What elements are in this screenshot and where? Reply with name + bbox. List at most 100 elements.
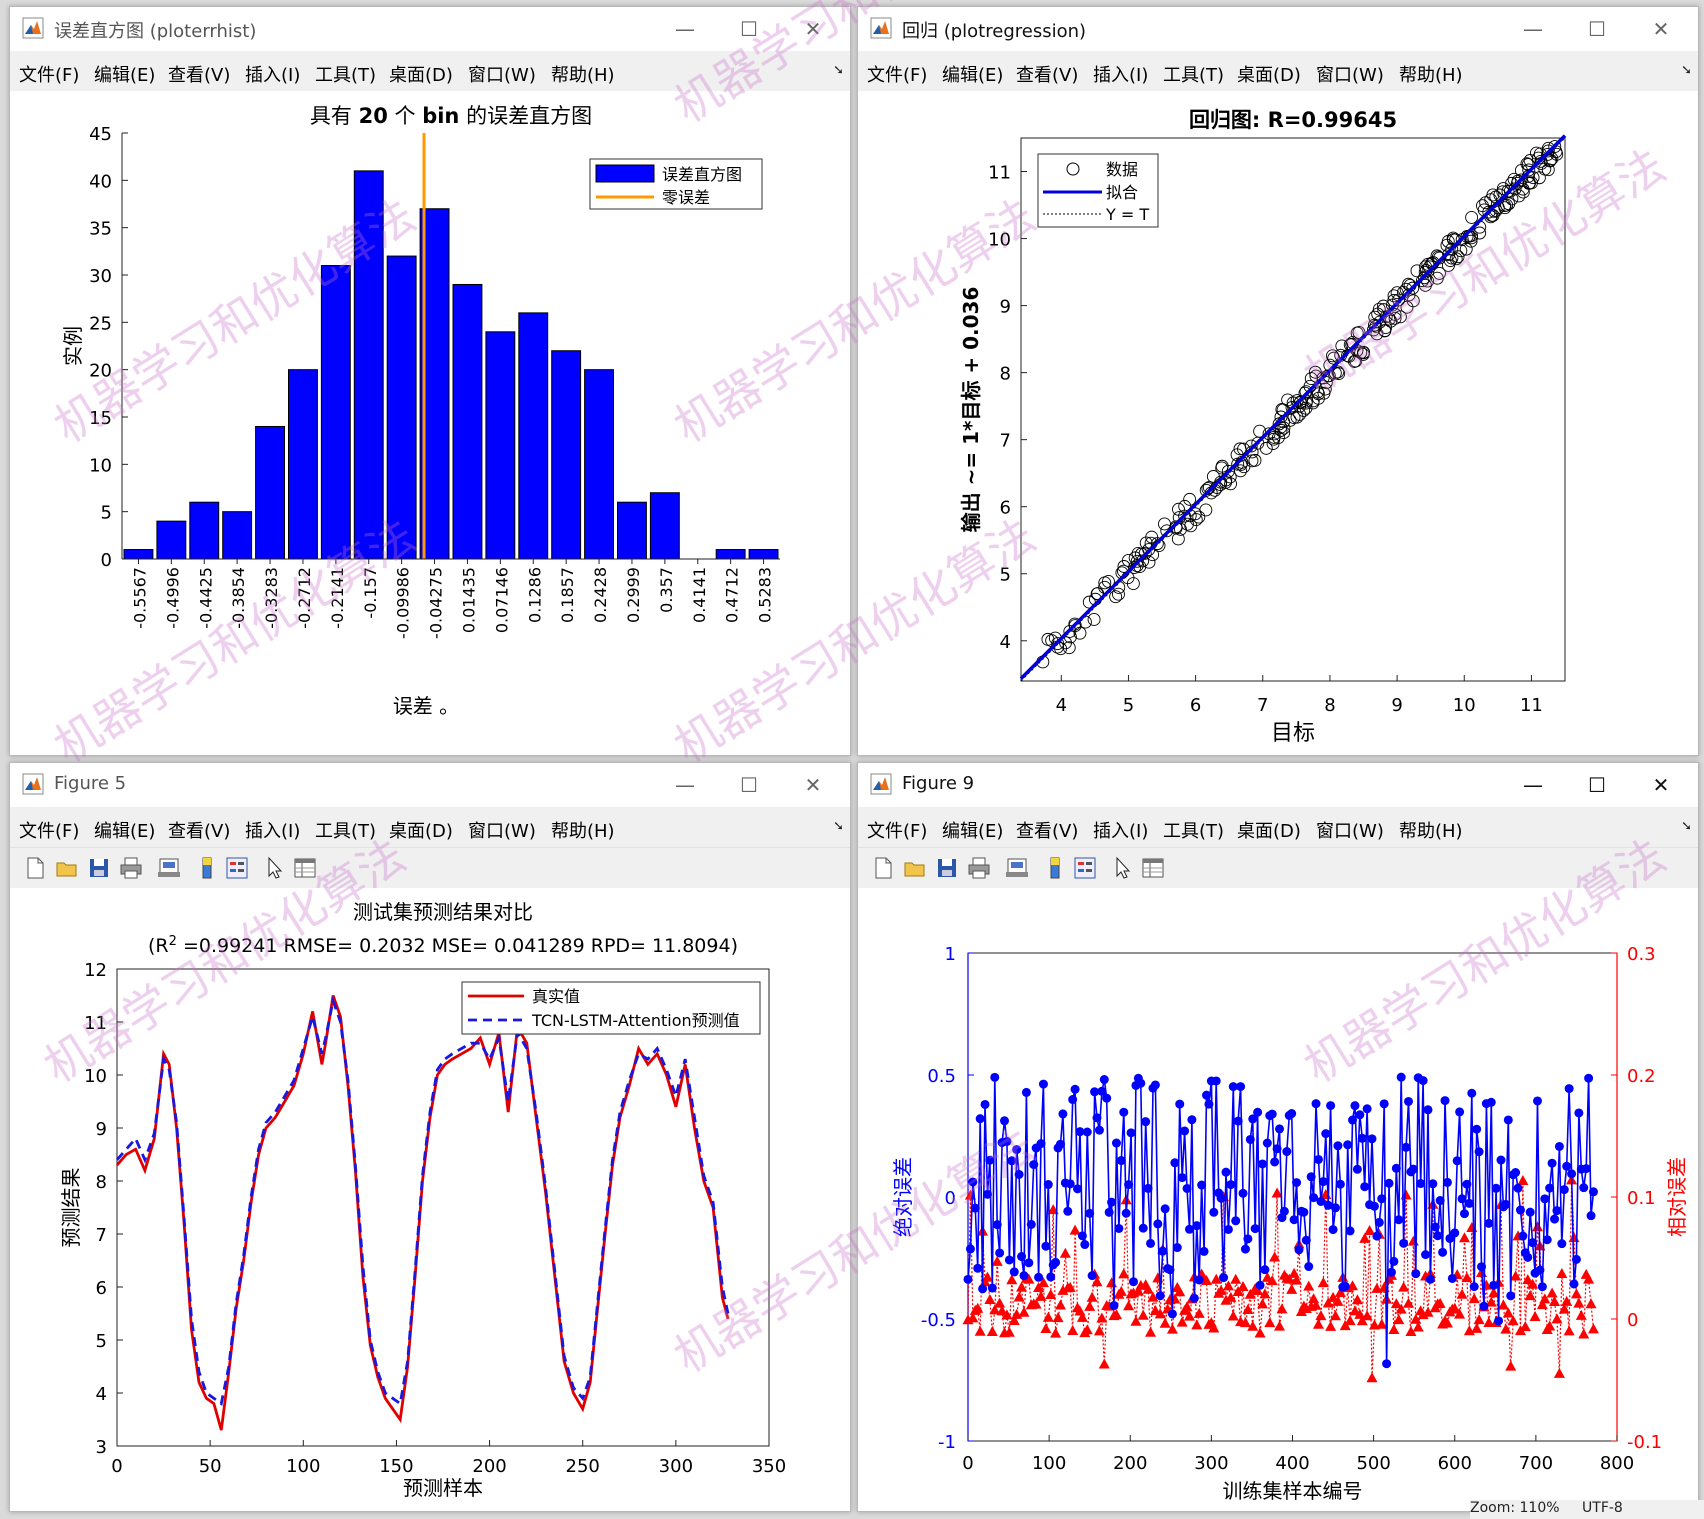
close-button[interactable]: ✕ <box>1652 773 1670 797</box>
menu-edit[interactable]: 编辑(E) <box>94 821 156 842</box>
relative-error-marker <box>1347 1280 1359 1291</box>
colorbar-icon[interactable] <box>1042 855 1068 881</box>
titlebar[interactable]: Figure 9 — ☐ ✕ <box>858 763 1698 807</box>
minimize-button[interactable]: — <box>675 773 695 797</box>
menu-tools[interactable]: 工具(T) <box>1163 65 1225 86</box>
left-y-tick-label: 0 <box>945 1188 956 1209</box>
menu-edit[interactable]: 编辑(E) <box>94 65 156 86</box>
dock-arrow-icon[interactable]: ➘ <box>833 819 844 834</box>
legend-icon[interactable] <box>224 855 250 881</box>
new-file-icon[interactable] <box>870 855 896 881</box>
menu-window[interactable]: 窗口(W) <box>468 65 536 86</box>
menu-window[interactable]: 窗口(W) <box>1316 65 1384 86</box>
menu-view[interactable]: 查看(V) <box>1016 821 1079 842</box>
open-folder-icon[interactable] <box>902 855 928 881</box>
minimize-button[interactable]: — <box>1523 17 1543 41</box>
absolute-error-marker <box>1287 1109 1297 1119</box>
pointer-icon[interactable] <box>262 855 288 881</box>
titlebar[interactable]: 误差直方图 (ploterrhist) — ☐ ✕ <box>10 7 850 51</box>
property-inspector-icon[interactable] <box>292 855 318 881</box>
menu-desktop[interactable]: 桌面(D) <box>389 821 453 842</box>
menu-desktop[interactable]: 桌面(D) <box>1237 821 1301 842</box>
y-tick-label: 40 <box>89 171 112 192</box>
menu-tools[interactable]: 工具(T) <box>1163 821 1225 842</box>
maximize-button[interactable]: ☐ <box>740 17 758 41</box>
absolute-error-marker <box>1564 1084 1574 1094</box>
window-figure-5[interactable]: Figure 5 — ☐ ✕ 文件(F) 编辑(E) 查看(V) 插入(I) 工… <box>9 762 851 1512</box>
dock-arrow-icon[interactable]: ➘ <box>833 63 844 78</box>
menu-desktop[interactable]: 桌面(D) <box>389 65 453 86</box>
menu-edit[interactable]: 编辑(E) <box>942 65 1004 86</box>
titlebar[interactable]: 回归 (plotregression) — ☐ ✕ <box>858 7 1698 51</box>
menu-file[interactable]: 文件(F) <box>19 821 80 842</box>
relative-error-marker <box>1395 1303 1407 1314</box>
close-button[interactable]: ✕ <box>804 17 822 41</box>
window-error-histogram[interactable]: 误差直方图 (ploterrhist) — ☐ ✕ 文件(F) 编辑(E) 查看… <box>9 6 851 756</box>
relative-error-marker <box>1118 1268 1130 1279</box>
x-tick-label: -0.2712 <box>295 567 314 629</box>
legend-icon[interactable] <box>1072 855 1098 881</box>
menu-file[interactable]: 文件(F) <box>867 821 928 842</box>
print-icon[interactable] <box>966 855 992 881</box>
menu-file[interactable]: 文件(F) <box>19 65 80 86</box>
minimize-button[interactable]: — <box>675 17 695 41</box>
dock-arrow-icon[interactable]: ➘ <box>1681 63 1692 78</box>
absolute-error-marker <box>1262 1138 1272 1148</box>
maximize-button[interactable]: ☐ <box>1588 773 1606 797</box>
property-inspector-icon[interactable] <box>1140 855 1166 881</box>
dock-arrow-icon[interactable]: ➘ <box>1681 819 1692 834</box>
menu-edit[interactable]: 编辑(E) <box>942 821 1004 842</box>
print-icon[interactable] <box>118 855 144 881</box>
relative-error-marker <box>1110 1309 1122 1320</box>
relative-error-marker <box>1244 1288 1256 1299</box>
save-icon[interactable] <box>86 855 112 881</box>
print-preview-icon[interactable] <box>1004 855 1030 881</box>
menu-help[interactable]: 帮助(H) <box>1399 821 1463 842</box>
absolute-error-marker <box>1416 1179 1426 1189</box>
close-button[interactable]: ✕ <box>1652 17 1670 41</box>
menu-tools[interactable]: 工具(T) <box>315 821 377 842</box>
menu-tools[interactable]: 工具(T) <box>315 65 377 86</box>
maximize-button[interactable]: ☐ <box>1588 17 1606 41</box>
menu-insert[interactable]: 插入(I) <box>245 65 301 86</box>
menu-view[interactable]: 查看(V) <box>1016 65 1079 86</box>
close-button[interactable]: ✕ <box>804 773 822 797</box>
absolute-error-marker <box>1450 1228 1460 1238</box>
data-point <box>1529 146 1543 160</box>
relative-error-marker <box>1035 1290 1047 1301</box>
menu-view[interactable]: 查看(V) <box>168 821 231 842</box>
absolute-error-marker <box>1369 1201 1379 1211</box>
absolute-error-marker <box>1321 1129 1331 1139</box>
menu-help[interactable]: 帮助(H) <box>551 821 615 842</box>
window-figure-9[interactable]: Figure 9 — ☐ ✕ 文件(F) 编辑(E) 查看(V) 插入(I) 工… <box>857 762 1699 1512</box>
titlebar[interactable]: Figure 5 — ☐ ✕ <box>10 763 850 807</box>
minimize-button[interactable]: — <box>1523 773 1543 797</box>
menu-insert[interactable]: 插入(I) <box>245 821 301 842</box>
left-y-tick-label: 1 <box>945 944 956 965</box>
menu-help[interactable]: 帮助(H) <box>551 65 615 86</box>
window-regression[interactable]: 回归 (plotregression) — ☐ ✕ 文件(F) 编辑(E) 查看… <box>857 6 1699 756</box>
relative-error-marker <box>1132 1285 1144 1296</box>
menu-help[interactable]: 帮助(H) <box>1399 65 1463 86</box>
open-folder-icon[interactable] <box>54 855 80 881</box>
colorbar-icon[interactable] <box>194 855 220 881</box>
new-file-icon[interactable] <box>22 855 48 881</box>
menu-window[interactable]: 窗口(W) <box>1316 821 1384 842</box>
data-point <box>1385 298 1399 312</box>
y-tick-label: 9 <box>1000 297 1011 318</box>
print-preview-icon[interactable] <box>156 855 182 881</box>
menu-file[interactable]: 文件(F) <box>867 65 928 86</box>
absolute-error-marker <box>1175 1099 1185 1109</box>
y-tick-label: 6 <box>1000 498 1011 519</box>
menu-view[interactable]: 查看(V) <box>168 65 231 86</box>
menu-desktop[interactable]: 桌面(D) <box>1237 65 1301 86</box>
pointer-icon[interactable] <box>1110 855 1136 881</box>
x-tick-label: -0.3854 <box>229 567 248 629</box>
maximize-button[interactable]: ☐ <box>740 773 758 797</box>
relative-error-marker <box>1317 1277 1329 1288</box>
menu-insert[interactable]: 插入(I) <box>1093 821 1149 842</box>
data-point <box>1548 140 1562 154</box>
menu-window[interactable]: 窗口(W) <box>468 821 536 842</box>
menu-insert[interactable]: 插入(I) <box>1093 65 1149 86</box>
save-icon[interactable] <box>934 855 960 881</box>
